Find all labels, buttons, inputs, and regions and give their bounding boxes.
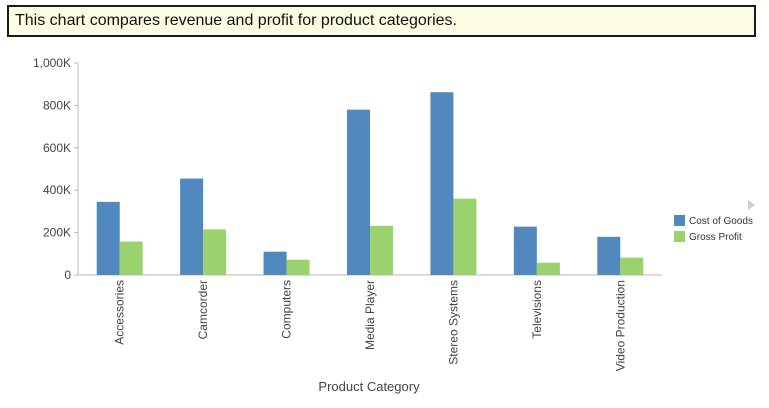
- y-tick-label: 1,000K: [33, 56, 71, 70]
- chart-description-banner: This chart compares revenue and profit f…: [7, 5, 756, 37]
- y-tick-label: 400K: [43, 183, 71, 197]
- x-tick-label: Video Production: [613, 280, 627, 371]
- bar-cost-of-goods[interactable]: [180, 178, 204, 275]
- bar-gross-profit[interactable]: [453, 198, 477, 275]
- legend-swatch: [674, 215, 685, 226]
- bar-cost-of-goods[interactable]: [96, 201, 120, 275]
- y-axis: 0 200K 400K 600K 800K 1,000K: [33, 56, 79, 282]
- bar-cost-of-goods[interactable]: [513, 226, 537, 275]
- legend: Cost of Goods Gross Profit: [674, 215, 753, 243]
- x-tick-label: Accessories: [113, 280, 127, 345]
- legend-label: Gross Profit: [689, 232, 742, 243]
- bar-gross-profit[interactable]: [370, 225, 393, 275]
- bar-cost-of-goods[interactable]: [597, 236, 621, 275]
- x-axis-title: Product Category: [318, 379, 420, 394]
- bar-gross-profit[interactable]: [203, 229, 227, 275]
- bar-cost-of-goods[interactable]: [430, 92, 454, 275]
- x-tick-label: Camcorder: [196, 280, 210, 339]
- bar-cost-of-goods[interactable]: [347, 109, 370, 275]
- y-tick-label: 200K: [43, 226, 71, 240]
- bar-gross-profit[interactable]: [536, 262, 560, 275]
- x-tick-label: Media Player: [363, 280, 377, 350]
- x-tick-label: Televisions: [530, 280, 544, 339]
- bars: [96, 92, 644, 275]
- bar-gross-profit[interactable]: [620, 257, 644, 275]
- y-tick-label: 600K: [43, 141, 71, 155]
- x-tick-label: Computers: [280, 280, 294, 339]
- bar-gross-profit[interactable]: [119, 241, 143, 275]
- bar-gross-profit[interactable]: [286, 259, 310, 275]
- x-tick-label: Stereo Systems: [446, 280, 460, 365]
- y-tick-label: 0: [64, 268, 71, 282]
- x-axis: Accessories Camcorder Computers Media Playe…: [78, 274, 662, 371]
- bar-cost-of-goods[interactable]: [263, 251, 287, 275]
- legend-scroll-arrow-icon[interactable]: [748, 200, 755, 210]
- legend-label: Cost of Goods: [689, 216, 753, 227]
- banner-text: This chart compares revenue and profit f…: [15, 12, 457, 29]
- y-tick-label: 800K: [43, 98, 71, 112]
- legend-swatch: [674, 231, 685, 242]
